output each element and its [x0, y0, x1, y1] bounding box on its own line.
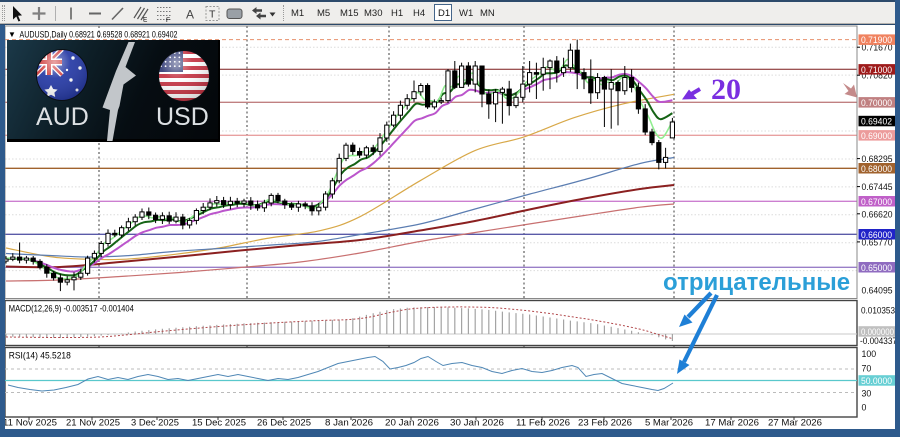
- svg-text:20: 20: [711, 73, 741, 106]
- svg-text:E: E: [143, 17, 148, 24]
- svg-text:0.71000: 0.71000: [861, 65, 892, 75]
- svg-text:▼: ▼: [8, 30, 16, 39]
- svg-text:30: 30: [862, 389, 872, 399]
- svg-text:0.70000: 0.70000: [861, 98, 892, 108]
- svg-text:3 Dec 2025: 3 Dec 2025: [131, 418, 179, 428]
- svg-text:21 Nov 2025: 21 Nov 2025: [66, 418, 120, 428]
- svg-text:11 Feb 2026: 11 Feb 2026: [516, 418, 570, 428]
- svg-text:USD: USD: [156, 103, 209, 131]
- svg-text:27 Mar 2026: 27 Mar 2026: [768, 418, 822, 428]
- svg-text:AUDUSD,Daily 0.68921 0.69528: AUDUSD,Daily 0.68921 0.69528 0.68921 0.6…: [20, 30, 178, 40]
- svg-text:0.66620: 0.66620: [862, 209, 893, 219]
- svg-text:50.0000: 50.0000: [861, 376, 892, 386]
- svg-text:26 Dec 2025: 26 Dec 2025: [257, 418, 311, 428]
- svg-text:T: T: [209, 9, 216, 21]
- svg-text:0.71900: 0.71900: [861, 35, 892, 45]
- svg-text:17 Mar 2026: 17 Mar 2026: [705, 418, 759, 428]
- svg-text:70: 70: [862, 364, 872, 374]
- svg-text:0.68000: 0.68000: [861, 164, 892, 174]
- svg-text:0.69000: 0.69000: [861, 131, 892, 141]
- svg-text:0.70820: 0.70820: [862, 71, 893, 81]
- svg-text:0.67445: 0.67445: [862, 182, 893, 192]
- svg-text:RSI(14) 45.5218: RSI(14) 45.5218: [9, 351, 71, 361]
- svg-text:15 Dec 2025: 15 Dec 2025: [192, 418, 246, 428]
- svg-text:0.65000: 0.65000: [861, 263, 892, 273]
- svg-text:30 Jan 2026: 30 Jan 2026: [450, 418, 504, 428]
- svg-text:F: F: [166, 17, 170, 24]
- svg-text:5 Mar 2026: 5 Mar 2026: [645, 418, 693, 428]
- svg-text:0.68295: 0.68295: [862, 154, 893, 164]
- svg-text:0.65770: 0.65770: [862, 237, 893, 247]
- svg-text:8 Jan 2026: 8 Jan 2026: [325, 418, 373, 428]
- svg-text:-0.004337: -0.004337: [860, 336, 897, 346]
- svg-text:0.69402: 0.69402: [861, 117, 892, 127]
- svg-text:100: 100: [862, 349, 877, 359]
- svg-text:A: A: [186, 8, 194, 22]
- svg-text:0.71670: 0.71670: [862, 43, 893, 53]
- svg-text:MACD(12,26,9) -0.003517 -0.001: MACD(12,26,9) -0.003517 -0.001404: [9, 304, 134, 314]
- svg-text:отрицательные: отрицательные: [663, 269, 850, 296]
- svg-text:11 Nov 2025: 11 Nov 2025: [3, 418, 57, 428]
- svg-text:0.000000: 0.000000: [861, 327, 894, 337]
- svg-text:0.64095: 0.64095: [862, 286, 893, 296]
- svg-text:0.010353: 0.010353: [861, 306, 895, 316]
- svg-text:0: 0: [862, 403, 867, 413]
- svg-text:AUD: AUD: [36, 103, 89, 131]
- svg-text:0.66000: 0.66000: [861, 230, 892, 240]
- svg-text:0.67000: 0.67000: [861, 197, 892, 207]
- svg-text:20 Jan 2026: 20 Jan 2026: [385, 418, 439, 428]
- svg-text:23 Feb 2026: 23 Feb 2026: [578, 418, 632, 428]
